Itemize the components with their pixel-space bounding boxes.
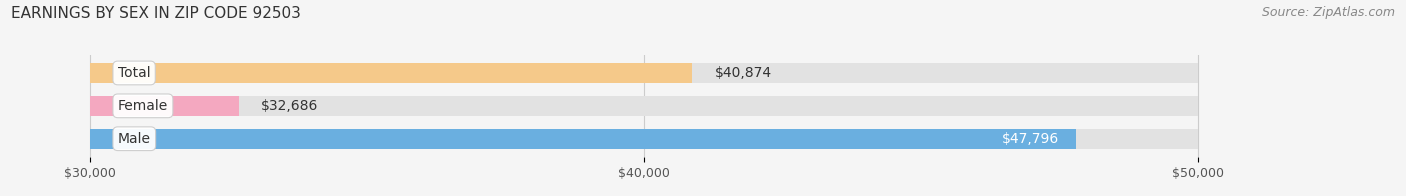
Text: Male: Male	[118, 132, 150, 146]
Text: Female: Female	[118, 99, 169, 113]
Bar	[90, 63, 1198, 83]
Text: $32,686: $32,686	[262, 99, 318, 113]
Text: $47,796: $47,796	[1001, 132, 1059, 146]
Bar	[90, 63, 692, 83]
Text: EARNINGS BY SEX IN ZIP CODE 92503: EARNINGS BY SEX IN ZIP CODE 92503	[11, 6, 301, 21]
Bar	[90, 129, 1198, 149]
Bar	[90, 96, 1198, 116]
Text: $40,874: $40,874	[714, 66, 772, 80]
Bar	[90, 96, 239, 116]
Bar	[90, 129, 1076, 149]
Text: Total: Total	[118, 66, 150, 80]
Text: Source: ZipAtlas.com: Source: ZipAtlas.com	[1261, 6, 1395, 19]
